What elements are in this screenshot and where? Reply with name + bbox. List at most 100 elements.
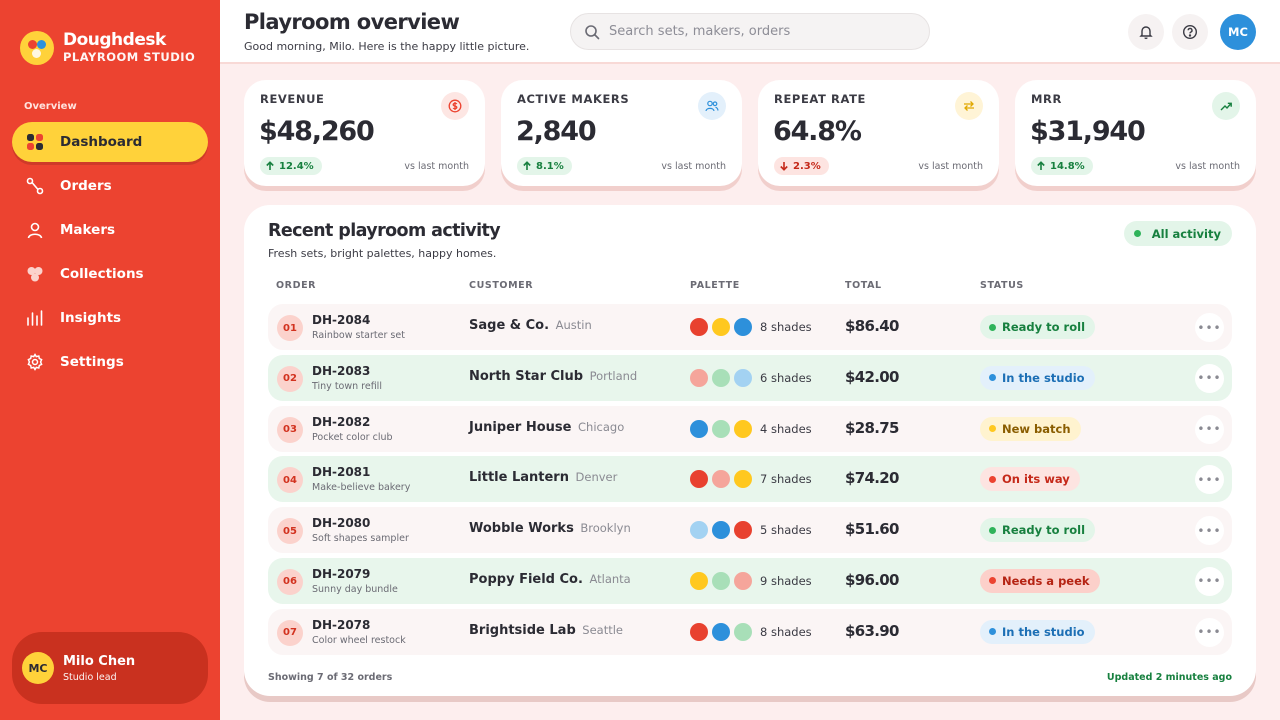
customer-cell: Wobble Works Brooklyn (469, 521, 631, 536)
status-badge: In the studio (980, 619, 1095, 644)
filter-label: All activity (1151, 226, 1221, 241)
sidebar-item-label: Dashboard (60, 134, 143, 150)
kpi-value: 64.8% (773, 116, 862, 147)
palette-swatch (734, 521, 752, 540)
column-header-palette: PALETTE (690, 280, 740, 291)
help-button[interactable] (1172, 14, 1208, 50)
more-options-button[interactable]: ••• (1195, 414, 1224, 444)
kpi-comparison: vs last month (918, 161, 983, 172)
user-role: Studio lead (63, 671, 117, 683)
palette-swatch (734, 622, 752, 641)
more-icon: ••• (1197, 625, 1222, 640)
palette-swatch (712, 470, 730, 489)
table-row[interactable]: 01 DH-2084 Rainbow starter set Sage & Co. A… (268, 304, 1232, 350)
kpi-label: MRR (1031, 92, 1062, 106)
notifications-button[interactable] (1128, 14, 1164, 50)
palette-swatches (690, 470, 756, 489)
status-badge: In the studio (980, 365, 1095, 390)
kpi-comparison: vs last month (661, 161, 726, 172)
order-id[interactable]: DH-2078 (312, 617, 371, 632)
user-card[interactable]: MC Milo Chen Studio lead (12, 632, 208, 704)
sidebar-item-label: Settings (60, 354, 124, 370)
customer-city: Chicago (578, 419, 625, 434)
sidebar-item-settings[interactable]: Settings (12, 342, 208, 382)
bell-icon (1139, 26, 1153, 40)
repeat-icon (955, 92, 983, 120)
kpi-comparison: vs last month (1175, 161, 1240, 172)
more-options-button[interactable]: ••• (1195, 363, 1224, 393)
sidebar: Doughdesk PLAYROOM STUDIO Overview Dashb… (0, 0, 220, 720)
column-header-customer: CUSTOMER (469, 280, 534, 291)
order-id[interactable]: DH-2082 (312, 414, 371, 429)
users-icon (698, 92, 726, 120)
table-row[interactable]: 06 DH-2079 Sunny day bundle Poppy Field Co.… (268, 557, 1232, 604)
order-total: $86.40 (845, 317, 899, 335)
kpi-delta-badge: 14.8% (1031, 157, 1093, 175)
order-id[interactable]: DH-2080 (312, 516, 371, 531)
brand-subtitle: PLAYROOM STUDIO (63, 50, 196, 64)
palette-swatch (690, 571, 708, 590)
customer-cell: Juniper House Chicago (469, 420, 624, 435)
column-header-status: STATUS (980, 280, 1024, 291)
order-total: $28.75 (845, 418, 899, 437)
palette-swatches (690, 419, 756, 438)
sidebar-item-dashboard[interactable]: Dashboard (12, 122, 208, 162)
kpi-label: ACTIVE MAKERS (517, 92, 630, 106)
panel-subtitle: Fresh sets, bright palettes, happy homes… (268, 247, 497, 260)
more-icon: ••• (1197, 472, 1222, 487)
table-row[interactable]: 07 DH-2078 Color wheel restock Brightside L… (268, 608, 1232, 655)
order-description: Soft shapes sampler (312, 533, 409, 545)
search-input[interactable] (609, 24, 909, 39)
table-row[interactable]: 04 DH-2081 Make-believe bakery Little Lante… (268, 456, 1232, 503)
palette-swatch (712, 521, 730, 540)
customer-name: Sage & Co. (469, 318, 550, 333)
all-activity-filter[interactable]: All activity (1123, 221, 1232, 246)
sidebar-item-label: Orders (60, 178, 112, 194)
order-id[interactable]: DH-2079 (312, 566, 371, 581)
palette-swatch (690, 622, 708, 641)
order-id[interactable]: DH-2083 (312, 363, 371, 378)
status-badge: Ready to roll (980, 518, 1096, 543)
header-avatar[interactable]: MC (1220, 14, 1256, 50)
kpi-value: $48,260 (259, 116, 375, 147)
sidebar-item-makers[interactable]: Makers (12, 210, 208, 250)
palette-swatches (690, 521, 756, 540)
palette-swatches (690, 571, 756, 590)
palette-swatches (690, 368, 756, 387)
avatar: MC (22, 652, 54, 684)
row-number: 04 (277, 467, 303, 494)
order-description: Make-believe bakery (312, 482, 411, 494)
more-options-button[interactable]: ••• (1195, 465, 1224, 495)
row-number: 01 (277, 315, 303, 341)
customer-cell: Little Lantern Denver (469, 470, 617, 485)
more-options-button[interactable]: ••• (1195, 313, 1224, 342)
order-description: Color wheel restock (312, 634, 406, 646)
brand[interactable]: Doughdesk PLAYROOM STUDIO (20, 30, 195, 65)
palette-swatch (690, 470, 708, 489)
column-header-order: ORDER (276, 280, 317, 291)
order-id[interactable]: DH-2084 (312, 313, 371, 327)
more-icon: ••• (1197, 371, 1222, 386)
kpi-label: REPEAT RATE (774, 92, 867, 106)
order-total: $96.00 (845, 570, 899, 589)
table-row[interactable]: 05 DH-2080 Soft shapes sampler Wobble Works… (268, 507, 1232, 554)
shade-count: 7 shades (760, 472, 812, 487)
more-options-button[interactable]: ••• (1195, 617, 1224, 647)
customer-name: Juniper House (469, 419, 572, 435)
more-options-button[interactable]: ••• (1195, 566, 1224, 596)
table-row[interactable]: 02 DH-2083 Tiny town refill North Star Club… (268, 354, 1232, 401)
status-badge: On its way (980, 467, 1080, 492)
shade-count: 8 shades (760, 320, 812, 334)
kpi-delta: 2.3% (793, 160, 821, 172)
more-options-button[interactable]: ••• (1195, 516, 1224, 546)
activity-panel: Recent playroom activity Fresh sets, bri… (244, 205, 1256, 696)
user-name: Milo Chen (63, 653, 136, 669)
table-row[interactable]: 03 DH-2082 Pocket color club Juniper House … (268, 405, 1232, 452)
sidebar-item-orders[interactable]: Orders (12, 166, 208, 206)
sidebar-item-insights[interactable]: Insights (12, 298, 208, 338)
row-number: 02 (277, 365, 303, 392)
status-label: Needs a peek (1002, 573, 1090, 588)
sidebar-item-collections[interactable]: Collections (12, 254, 208, 294)
search-bar[interactable] (570, 13, 930, 50)
order-id[interactable]: DH-2081 (312, 465, 371, 480)
